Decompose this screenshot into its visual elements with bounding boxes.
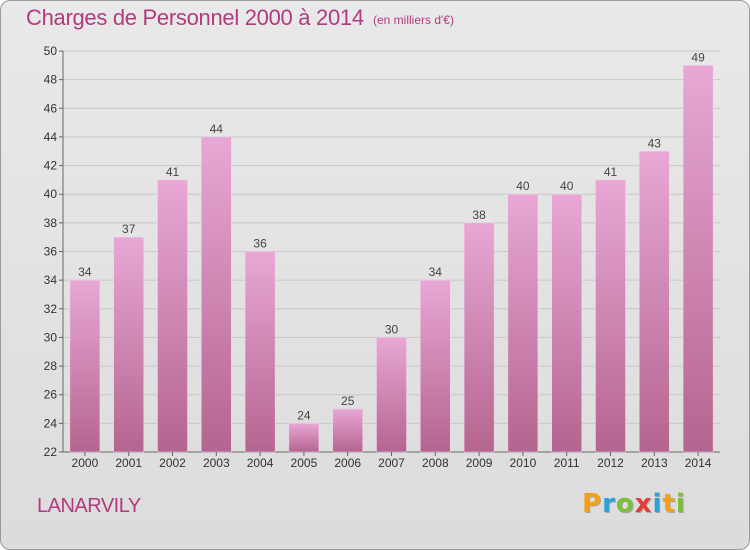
bar: [113, 236, 144, 453]
bar-value-label: 36: [253, 237, 267, 251]
y-tick-label: 48: [44, 73, 58, 87]
y-tick-label: 30: [44, 330, 58, 344]
y-tick-label: 50: [44, 44, 58, 58]
bar-value-label: 40: [516, 179, 530, 193]
x-tick-label: 2009: [466, 456, 493, 470]
x-tick-label: 2014: [685, 456, 712, 470]
x-tick-label: 2008: [422, 456, 449, 470]
x-tick-label: 2005: [291, 456, 318, 470]
bar-value-label: 30: [385, 322, 399, 336]
bar-value-label: 43: [648, 136, 662, 150]
logo-letter: i: [675, 489, 686, 519]
bar: [463, 222, 495, 453]
x-tick-label: 2001: [115, 456, 142, 470]
chart-title: Charges de Personnel 2000 à 2014: [26, 5, 364, 30]
y-tick-label: 26: [44, 388, 58, 402]
bar: [639, 151, 670, 453]
bar: [682, 65, 714, 453]
logo-letter: P: [582, 489, 603, 519]
y-tick-label: 46: [44, 101, 58, 115]
x-tick-label: 2004: [247, 456, 274, 470]
bar-value-label: 40: [560, 179, 574, 193]
y-tick-label: 36: [44, 245, 58, 259]
bar: [201, 136, 232, 453]
bar: [69, 279, 101, 453]
bar: [332, 408, 363, 453]
bar-value-label: 24: [297, 408, 311, 422]
bar: [288, 423, 320, 453]
commune-name: LANARVILY: [37, 495, 141, 517]
logo-letter: o: [615, 489, 635, 519]
x-tick-label: 2002: [159, 456, 186, 470]
x-tick-label: 2006: [334, 456, 361, 470]
bar-value-label: 44: [210, 122, 224, 136]
x-tick-label: 2003: [203, 456, 230, 470]
x-tick-label: 2010: [510, 456, 537, 470]
bar: [507, 193, 539, 453]
bar: [595, 179, 626, 453]
bar: [244, 251, 276, 453]
chart-subtitle: (en milliers d'€): [373, 13, 454, 27]
x-tick-label: 2007: [378, 456, 405, 470]
logo-letter: t: [662, 489, 676, 519]
x-tick-label: 2011: [554, 456, 580, 470]
bar-value-label: 41: [166, 165, 180, 179]
logo-letter: i: [652, 489, 663, 519]
x-tick-label: 2000: [72, 456, 99, 470]
bar-value-label: 38: [472, 208, 486, 222]
bar-value-label: 34: [429, 265, 443, 279]
y-tick-label: 44: [44, 130, 58, 144]
bar-value-label: 37: [122, 222, 136, 236]
y-tick-label: 32: [44, 302, 58, 316]
y-tick-label: 40: [44, 187, 58, 201]
y-tick-label: 28: [44, 359, 58, 373]
y-tick-label: 34: [44, 273, 58, 287]
bar-value-label: 49: [691, 50, 705, 64]
y-tick-label: 42: [44, 159, 58, 173]
x-tick-label: 2012: [597, 456, 624, 470]
x-tick-label: 2013: [641, 456, 668, 470]
bar: [376, 337, 407, 453]
y-tick-label: 22: [44, 445, 58, 459]
bar-value-label: 34: [78, 265, 92, 279]
bar: [551, 193, 582, 453]
y-tick-label: 24: [44, 416, 58, 430]
logo-letter: x: [634, 489, 653, 519]
logo-letter: r: [602, 489, 616, 519]
bar: [157, 179, 188, 453]
proxiti-logo: Proxiti: [582, 489, 686, 519]
bar: [420, 279, 451, 453]
y-tick-label: 38: [44, 216, 58, 230]
bar-value-label: 25: [341, 394, 355, 408]
bar-value-label: 41: [604, 165, 618, 179]
